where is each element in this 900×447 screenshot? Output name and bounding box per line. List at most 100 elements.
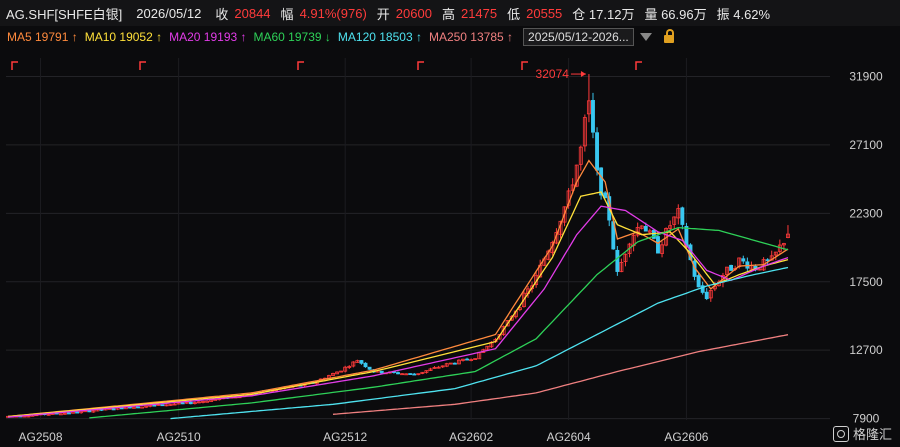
ma120-line: [170, 266, 789, 420]
candle-body: [757, 268, 762, 271]
watermark-text: 格隆汇: [852, 427, 892, 442]
candle-body: [668, 225, 673, 229]
candle-body: [205, 400, 210, 403]
corner-marker: [139, 61, 146, 70]
candle-body: [420, 371, 425, 374]
x-tick-label: AG2508: [19, 430, 63, 444]
candle-body: [595, 132, 599, 171]
chevron-down-icon[interactable]: [639, 33, 652, 41]
candle-body: [708, 289, 713, 299]
volume: 量 66.96万: [644, 6, 707, 22]
candle-body: [197, 401, 201, 404]
candle-body: [132, 406, 136, 409]
swing: 振 4.62%: [716, 6, 771, 22]
ma-legend: MA5 19791 ↑ MA10 19052 ↑ MA20 19193 ↑ MA…: [0, 26, 900, 48]
candle-body: [781, 243, 786, 246]
candle-body: [343, 366, 348, 372]
candle-body: [111, 408, 116, 411]
candle-body: [444, 363, 449, 367]
candle-body: [619, 262, 624, 273]
candle-body: [396, 372, 400, 375]
candle-body: [144, 405, 149, 408]
candle-body: [355, 360, 360, 363]
candle-body: [140, 406, 145, 409]
corner-marker: [635, 61, 642, 70]
candle-body: [87, 410, 92, 413]
candle-body: [704, 291, 709, 300]
candle-body: [58, 413, 63, 416]
candle-body: [582, 117, 587, 147]
candle-body: [643, 226, 648, 232]
candle-body: [184, 401, 189, 404]
candle-body: [335, 371, 340, 375]
peak-arrowhead: [580, 71, 586, 78]
candle-body: [465, 358, 470, 361]
candle-body: [741, 258, 746, 262]
candle-body: [729, 264, 734, 271]
candle-body: [501, 326, 506, 335]
candle-body: [180, 402, 185, 405]
candle-body: [440, 365, 445, 368]
candle-body: [367, 366, 372, 370]
close-label: 收: [215, 6, 229, 22]
candle-body: [473, 358, 478, 360]
candle-body: [408, 373, 413, 375]
candle-body: [209, 399, 214, 402]
ma250-legend: MA250 13785 ↑: [428, 30, 514, 44]
corner-markers: [11, 61, 642, 70]
candle-body: [160, 404, 165, 407]
candle-body: [696, 275, 701, 288]
candle-body: [339, 370, 344, 373]
candle-body: [436, 366, 441, 369]
candle-body: [456, 359, 461, 365]
ma60-legend: MA60 19739 ↓: [253, 30, 331, 44]
candle-body: [119, 407, 124, 410]
watermark-logo: 格隆汇: [832, 424, 892, 443]
y-tick-label: 17500: [849, 275, 883, 289]
open-label: 开: [376, 6, 390, 22]
logo-icon: [832, 425, 849, 442]
lock-icon[interactable]: [663, 29, 674, 43]
candle-body: [379, 370, 384, 374]
candle-body: [347, 365, 352, 368]
x-tick-label: AG2606: [664, 430, 708, 444]
ma20-legend: MA20 19193 ↑: [169, 30, 247, 44]
peak-annotation: 32074: [536, 67, 586, 81]
ma-lines: [7, 159, 789, 420]
candle-body: [152, 404, 157, 407]
x-tick-label: AG2602: [449, 430, 493, 444]
candle-body: [136, 406, 140, 409]
candle-body: [676, 208, 681, 219]
candle-body: [192, 402, 197, 404]
candle-body: [656, 236, 660, 254]
candle-body: [660, 244, 664, 254]
candle-body: [639, 225, 644, 229]
y-tick-label: 22300: [849, 206, 883, 220]
candle-body: [168, 404, 173, 406]
candle-body: [91, 410, 96, 413]
candle-body: [75, 411, 80, 414]
y-tick-label: 12700: [849, 343, 883, 357]
candle-body: [188, 401, 193, 405]
candle-body: [67, 412, 71, 415]
x-tick-label: AG2510: [157, 430, 201, 444]
candle-body: [765, 259, 770, 262]
candle-body: [416, 373, 421, 376]
date-range-select[interactable]: 2025/05/12-2026...: [523, 28, 634, 46]
candle-body: [164, 404, 169, 407]
ma10-line: [7, 191, 789, 418]
candle-body: [46, 413, 51, 416]
ma250-line: [332, 334, 789, 415]
candle-body: [331, 373, 335, 376]
y-tick-label: 27100: [849, 138, 883, 152]
peak-label: 32074: [536, 67, 570, 81]
x-tick-label: AG2512: [323, 430, 367, 444]
candle-body: [404, 373, 409, 376]
amp-label: 幅: [280, 6, 294, 22]
symbol-name: AG.SHF[SHFE白银]: [6, 6, 123, 22]
candle-body: [578, 146, 583, 165]
candle-body: [700, 285, 705, 293]
x-axis: AG2508 AG2510 AG2512 AG2602 AG2604 AG2606: [19, 430, 709, 444]
candle-body: [201, 401, 205, 403]
candle-body: [725, 266, 729, 275]
